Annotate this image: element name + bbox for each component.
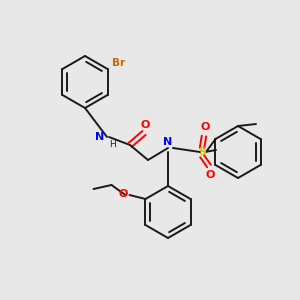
Text: S: S — [198, 147, 206, 157]
Text: H: H — [109, 140, 116, 149]
Text: N: N — [95, 132, 104, 142]
Text: O: O — [200, 122, 210, 132]
Text: O: O — [118, 189, 128, 199]
Text: Br: Br — [112, 58, 124, 68]
Text: N: N — [164, 137, 172, 147]
Text: O: O — [140, 120, 150, 130]
Text: O: O — [205, 170, 215, 180]
